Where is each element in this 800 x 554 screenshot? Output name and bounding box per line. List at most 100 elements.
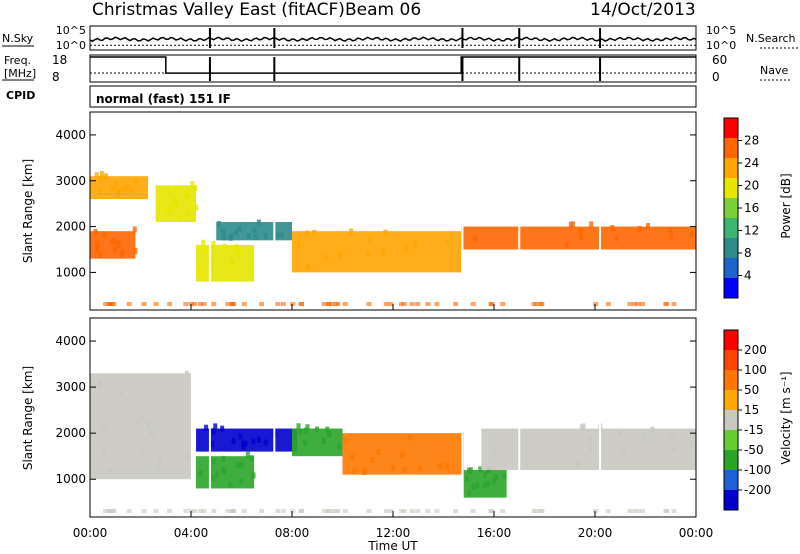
velocity-speckle-3-6	[315, 426, 320, 433]
power-speckle-3-11	[237, 250, 242, 257]
velocity-clutter-4	[211, 509, 217, 513]
velocity-clutter-13	[488, 509, 494, 513]
power-clutter-49	[259, 302, 265, 306]
xtick-label-2: 08:00	[275, 526, 310, 540]
power-clutter-50	[299, 302, 305, 306]
freq-tick-top: 18	[52, 53, 67, 67]
velocity-clutter-9	[401, 509, 407, 513]
velocity-colorbar: 200 100 50 15 -15 -50 -100 -200	[723, 329, 771, 511]
power-speckle-3-3	[196, 262, 201, 269]
power-speckle-4-13	[216, 220, 221, 227]
power-speckle-0-12	[95, 240, 100, 247]
velocity-speckle-1-8	[220, 425, 225, 432]
freq-panel: Freq. [MHz] 18 8 Nave 60 0	[2, 53, 790, 84]
power-speckle-5-0	[368, 236, 373, 243]
cpid-label: CPID	[6, 89, 35, 102]
power-speckle-2-0	[157, 201, 162, 208]
velocity-speckle-3-3	[292, 440, 297, 447]
power-colorbar-tick-label-5: 8	[744, 246, 752, 260]
power-colorbar-swatch-1	[724, 138, 738, 159]
power-speckle-6-4	[589, 221, 594, 228]
power-speckle-1-9	[117, 188, 122, 195]
power-clutter-12	[201, 302, 207, 306]
power-gap-2	[461, 112, 464, 310]
velocity-ylabel: Slant Range [km]	[21, 366, 35, 470]
nsky-label: N.Sky	[2, 32, 34, 45]
velocity-colorbar-tick-label-3: 15	[744, 403, 759, 417]
velocity-colorbar-tick-label-0: 200	[744, 343, 767, 357]
velocity-speckle-5-3	[475, 482, 480, 489]
velocity-speckle-2-12	[228, 482, 233, 489]
freq-tick-bot: 8	[52, 70, 60, 84]
power-speckle-2-2	[194, 204, 199, 211]
velocity-clutter-8	[671, 509, 677, 513]
velocity-speckle-4-1	[352, 468, 357, 475]
velocity-clutter-7	[103, 509, 109, 513]
power-speckle-5-7	[296, 242, 301, 249]
freq-unit: [MHz]	[4, 67, 36, 80]
velocity-speckle-1-2	[213, 423, 218, 430]
power-band-5	[292, 231, 462, 273]
velocity-band-1	[196, 428, 298, 452]
power-colorbar: 28 24 20 16 12 8 4	[723, 117, 759, 299]
velocity-speckle-0-3	[97, 380, 102, 387]
velocity-speckle-1-7	[204, 424, 209, 431]
velocity-clutter-47	[107, 509, 113, 513]
power-speckle-5-4	[305, 230, 310, 237]
velocity-clutter-25	[434, 509, 440, 513]
velocity-colorbar-swatch-8	[724, 490, 738, 511]
nsky-trace	[89, 36, 697, 43]
velocity-speckle-2-8	[211, 458, 216, 465]
velocity-clutter-50	[299, 509, 305, 513]
power-speckle-6-3	[646, 223, 651, 230]
velocity-clutter-17	[640, 509, 646, 513]
velocity-speckle-6-13	[581, 423, 586, 430]
velocity-speckle-4-2	[407, 434, 412, 441]
velocity-colorbar-swatch-1	[724, 350, 738, 371]
power-speckle-1-0	[114, 180, 119, 187]
power-clutter-1	[183, 302, 189, 306]
nave-label: Nave	[760, 64, 788, 77]
velocity-gap-2	[461, 318, 464, 517]
power-speckle-2-10	[193, 184, 198, 191]
power-speckle-6-1	[669, 234, 674, 241]
freq-trace	[90, 56, 696, 74]
velocity-speckle-0-4	[149, 430, 154, 437]
power-gap-0	[208, 112, 211, 310]
velocity-speckle-2-7	[239, 478, 244, 485]
power-panel: 4000 3000 2000 1000 Slant Range [km]	[21, 111, 697, 311]
power-speckle-6-2	[578, 227, 583, 234]
ytick-label-0: 4000	[55, 128, 86, 142]
power-speckle-2-12	[178, 215, 183, 222]
power-speckle-4-10	[263, 233, 268, 240]
velocity-clutter-52	[533, 509, 539, 513]
nsky-tick-bot: 10^0	[56, 39, 86, 52]
power-speckle-0-11	[132, 226, 137, 233]
velocity-speckle-0-7	[140, 448, 145, 455]
power-clutter-29	[241, 302, 247, 306]
power-speckle-1-8	[103, 173, 108, 180]
velocity-speckle-5-11	[468, 467, 473, 474]
velocity-speckle-2-4	[221, 455, 226, 462]
power-clutter-18	[453, 302, 459, 306]
power-clutter-17	[640, 302, 646, 306]
power-speckle-6-7	[689, 231, 694, 238]
velocity-speckle-4-10	[418, 465, 423, 472]
velocity-speckle-0-2	[134, 420, 139, 427]
velocity-speckle-5-0	[483, 471, 488, 478]
velocity-speckle-4-9	[362, 469, 367, 476]
power-speckle-2-8	[166, 188, 171, 195]
velocity-colorbar-title: Velocity [m s⁻¹]	[779, 371, 793, 464]
power-speckle-6-5	[610, 224, 615, 231]
velocity-speckle-2-0	[198, 469, 203, 476]
velocity-speckle-0-8	[157, 456, 162, 463]
power-speckle-6-12	[473, 235, 478, 242]
power-speckle-1-10	[125, 184, 130, 191]
power-speckle-6-13	[570, 221, 575, 228]
velocity-colorbar-swatch-3	[724, 390, 738, 411]
velocity-gap-1	[273, 318, 276, 517]
power-speckle-1-5	[98, 175, 103, 182]
velocity-clutter-29	[241, 509, 247, 513]
velocity-speckle-5-7	[464, 475, 469, 482]
noise-panel: N.Sky 10^5 10^0 N.Search 10^5 10^0	[2, 24, 800, 52]
